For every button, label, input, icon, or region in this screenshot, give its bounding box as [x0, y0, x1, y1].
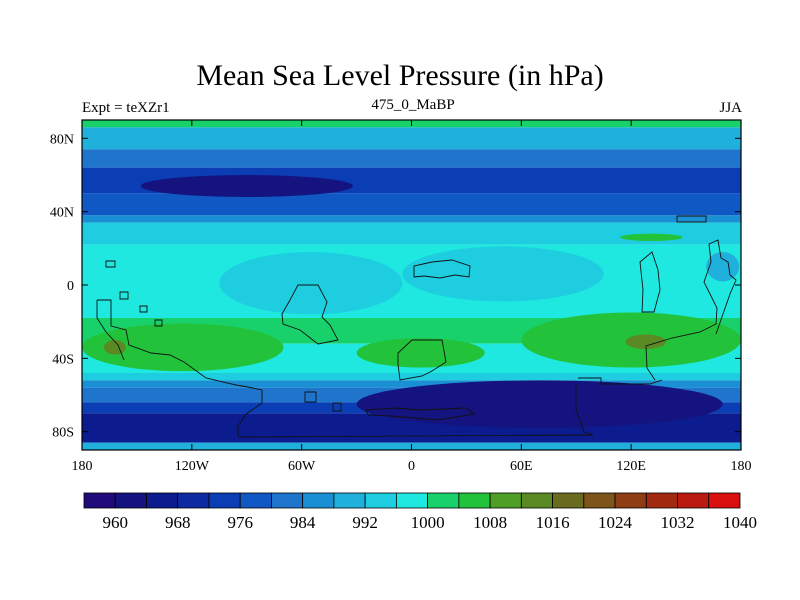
pressure-band-11 — [82, 380, 741, 388]
y-tick-label-2: 0 — [67, 279, 74, 294]
colorbar-label-992: 992 — [352, 513, 378, 532]
coastline-0 — [97, 299, 263, 436]
pressure-band-10 — [82, 373, 741, 381]
colorbar-swatch-0 — [83, 492, 116, 509]
chart-title: Mean Sea Level Pressure (in hPa) — [196, 59, 604, 92]
pressure-band-1 — [82, 127, 741, 150]
pressure-band-4 — [82, 193, 741, 216]
x-tick-label-4: 60E — [510, 459, 533, 474]
coastline-1 — [96, 300, 125, 361]
coastline-3 — [397, 339, 447, 381]
colorbar-label-1008: 1008 — [473, 513, 507, 532]
colorbar-swatch-17 — [614, 492, 647, 509]
colorbar-swatch-1 — [114, 492, 147, 509]
coastline-14 — [154, 319, 163, 327]
pressure-cell-3 — [356, 380, 723, 428]
pressure-band-6 — [82, 222, 741, 245]
colorbar-label-1032: 1032 — [661, 513, 695, 532]
colorbar-swatch-5 — [239, 492, 272, 509]
colorbar-swatch-9 — [364, 492, 397, 509]
coastline-13 — [139, 305, 148, 313]
coastline-2 — [281, 284, 339, 345]
colorbar-swatch-15 — [552, 492, 585, 509]
coastline-layer — [96, 215, 737, 438]
colorbar-swatch-12 — [458, 492, 491, 509]
pressure-band-5 — [82, 215, 741, 223]
colorbar-label-1016: 1016 — [536, 513, 570, 532]
pressure-cell-0 — [140, 175, 353, 197]
x-tick-label-0: 180 — [72, 459, 93, 474]
coastline-4 — [413, 259, 471, 279]
colorbar-swatch-14 — [520, 492, 553, 509]
colorbar-swatch-20 — [708, 492, 741, 509]
colorbar-swatch-8 — [333, 492, 366, 509]
colorbar-swatch-2 — [146, 492, 179, 509]
x-tick-label-6: 180 — [731, 459, 752, 474]
coastline-7 — [365, 407, 476, 421]
x-tick-label-5: 120E — [616, 459, 646, 474]
y-tick-label-1: 40N — [50, 206, 74, 221]
colorbar-label-1040: 1040 — [723, 513, 757, 532]
colorbar-label-976: 976 — [227, 513, 253, 532]
coastline-6 — [237, 384, 594, 438]
pressure-band-2 — [82, 149, 741, 168]
coastline-9 — [639, 251, 661, 313]
colorbar-swatch-6 — [271, 492, 304, 509]
colorbar-swatch-7 — [302, 492, 335, 509]
coastline-15 — [304, 391, 317, 403]
season-label: JJA — [719, 100, 742, 116]
x-tick-label-1: 120W — [175, 459, 210, 474]
colorbar: 960 968 976 984 992 1000 1008 1016 1024 1032 1040 — [83, 492, 757, 532]
colorbar-label-984: 984 — [290, 513, 316, 532]
coastline-10 — [676, 215, 707, 223]
colorbar-swatch-16 — [583, 492, 616, 509]
colorbar-swatch-19 — [677, 492, 710, 509]
coastline-12 — [119, 291, 129, 300]
coastline-16 — [332, 402, 342, 412]
colorbar-swatch-3 — [177, 492, 210, 509]
epoch-label: 475_0_MaBP — [371, 97, 455, 113]
colorbar-label-1000: 1000 — [411, 513, 445, 532]
x-tick-label-2: 60W — [288, 459, 316, 474]
colorbar-label-968: 968 — [165, 513, 191, 532]
pressure-cell-1 — [219, 251, 403, 315]
experiment-label: Expt = teXZr1 — [82, 100, 170, 116]
coastline-11 — [105, 260, 116, 268]
y-tick-label-0: 80N — [50, 132, 74, 147]
colorbar-swatch-4 — [208, 492, 241, 509]
y-tick-label-3: 40S — [52, 352, 74, 367]
colorbar-label-960: 960 — [102, 513, 128, 532]
pressure-cell-4 — [82, 323, 284, 372]
colorbar-label-1024: 1024 — [598, 513, 633, 532]
colorbar-swatch-11 — [427, 492, 460, 509]
x-tick-label-3: 0 — [408, 459, 415, 474]
pressure-cell-5 — [356, 338, 485, 368]
pressure-fill-layer — [82, 120, 741, 450]
coastline-5 — [578, 377, 663, 385]
colorbar-swatch-18 — [645, 492, 678, 509]
axis-layer: 180 120W 60W 0 60E 120E 180 80N 40N 0 40S 80S — [50, 120, 752, 474]
pressure-cell-8 — [625, 334, 666, 350]
colorbar-swatch-13 — [489, 492, 522, 509]
pressure-cell-9 — [620, 233, 683, 241]
colorbar-swatch-10 — [395, 492, 429, 509]
coastline-8 — [645, 239, 737, 381]
y-tick-label-4: 80S — [52, 426, 74, 441]
pressure-cell-2 — [402, 246, 604, 302]
pressure-cell-10 — [706, 251, 740, 282]
